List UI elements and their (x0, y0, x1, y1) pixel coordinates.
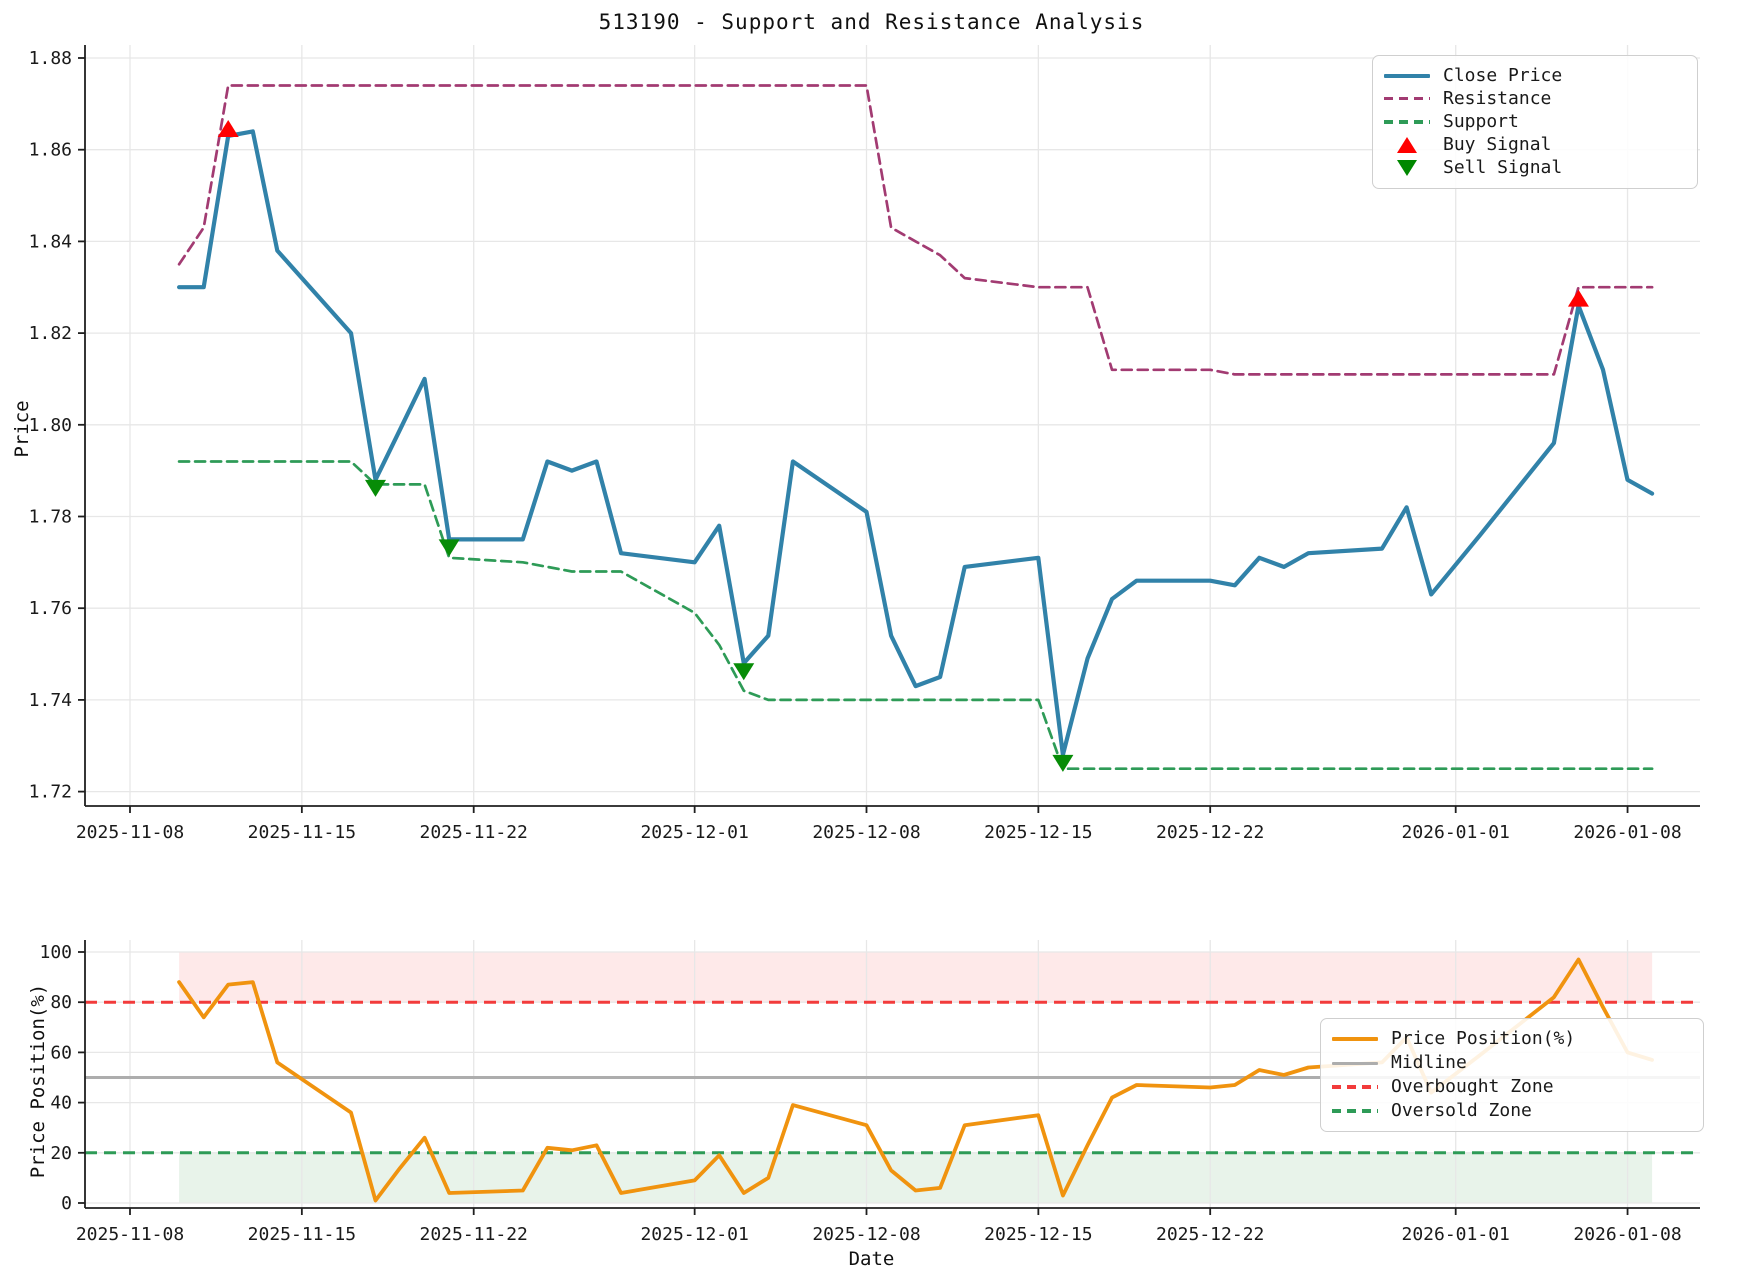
legend-label: Overbought Zone (1391, 1076, 1554, 1097)
position-axis-label: Price Position(%) (27, 983, 49, 1179)
close-price-line-icon (1383, 68, 1431, 84)
x-tick-label: 2025-12-08 (812, 822, 920, 843)
price-chart-legend: Close Price Resistance Support Buy Signa… (1372, 55, 1698, 189)
y-tick-label: 1.88 (29, 48, 72, 69)
x-tick-label: 2025-11-15 (248, 822, 356, 843)
position-chart-legend: Price Position(%) Midline Overbought Zon… (1320, 1018, 1704, 1132)
legend-item-buy-signal: Buy Signal (1383, 136, 1683, 154)
resistance-line-icon (1383, 91, 1431, 107)
legend-label: Oversold Zone (1391, 1100, 1532, 1121)
x-tick-label: 2025-11-15 (248, 1224, 356, 1245)
legend-item-midline: Midline (1331, 1054, 1689, 1072)
x-tick-label: 2026-01-08 (1573, 822, 1681, 843)
legend-item-oversold: Oversold Zone (1331, 1102, 1689, 1120)
y-tick-label: 1.84 (29, 231, 72, 252)
y-tick-label: 1.86 (29, 140, 72, 161)
sell-signal-marker (733, 663, 755, 681)
legend-item-sell-signal: Sell Signal (1383, 159, 1683, 177)
x-tick-label: 2025-12-01 (640, 822, 748, 843)
position-chart-axes: 0 20 40 60 80 100 2025-11-08 2025-11-15 2025-11-… (39, 940, 1700, 1245)
x-tick-label: 2026-01-08 (1573, 1224, 1681, 1245)
buy-signal-marker (1567, 289, 1589, 307)
resistance-line (177, 84, 1654, 376)
price-axis-label: Price (11, 400, 33, 458)
x-tick-label: 2025-12-01 (640, 1224, 748, 1245)
oversold-zone (179, 1152, 1653, 1203)
legend-label: Resistance (1443, 87, 1552, 109)
legend-label: Buy Signal (1443, 134, 1552, 156)
x-tick-label: 2025-11-22 (420, 822, 528, 843)
y-tick-label: 1.74 (29, 690, 72, 711)
y-tick-label: 80 (50, 992, 72, 1013)
x-tick-label: 2025-11-08 (76, 1224, 184, 1245)
legend-item-support: Support (1383, 110, 1683, 132)
y-tick-label: 0 (61, 1193, 72, 1214)
y-tick-label: 1.82 (29, 323, 72, 344)
x-tick-label: 2026-01-01 (1402, 822, 1510, 843)
x-tick-label: 2026-01-01 (1402, 1224, 1510, 1245)
buy-triangle-icon (1383, 137, 1431, 154)
price-chart-axes: 1.72 1.74 1.76 1.78 1.80 1.82 1.84 1.86 1.88 2025… (29, 45, 1700, 843)
y-tick-label: 1.76 (29, 598, 72, 619)
legend-item-overbought: Overbought Zone (1331, 1078, 1689, 1096)
y-tick-label: 100 (39, 942, 72, 963)
close-price-line (177, 129, 1655, 758)
sell-signal-marker (438, 539, 460, 557)
y-tick-label: 40 (50, 1093, 72, 1114)
x-tick-label: 2025-11-22 (420, 1224, 528, 1245)
y-tick-label: 1.80 (29, 415, 72, 436)
legend-label: Support (1443, 110, 1519, 132)
date-axis-label: Date (848, 1248, 895, 1270)
zones (179, 952, 1653, 1203)
y-tick-label: 20 (50, 1143, 72, 1164)
x-tick-label: 2025-12-15 (984, 822, 1092, 843)
support-line (177, 460, 1654, 771)
support-line-icon (1383, 114, 1431, 130)
x-tick-label: 2025-12-08 (812, 1224, 920, 1245)
overbought-line-icon (1331, 1079, 1379, 1095)
legend-item-close-price: Close Price (1383, 64, 1683, 86)
overbought-zone (179, 952, 1653, 1003)
x-tick-label: 2025-11-08 (76, 822, 184, 843)
legend-label: Midline (1391, 1052, 1467, 1073)
midline-icon (1331, 1055, 1379, 1071)
y-tick-label: 60 (50, 1042, 72, 1063)
y-tick-label: 1.78 (29, 507, 72, 528)
x-tick-label: 2025-12-22 (1156, 1224, 1264, 1245)
legend-item-price-position: Price Position(%) (1331, 1030, 1689, 1048)
support-polyline (177, 460, 1654, 771)
legend-label: Close Price (1443, 64, 1563, 86)
sell-signal-marker (1052, 754, 1074, 772)
resistance-polyline (177, 84, 1654, 376)
legend-item-resistance: Resistance (1383, 87, 1683, 109)
close-price-polyline (177, 129, 1655, 758)
signal-markers (217, 119, 1589, 772)
legend-label: Sell Signal (1443, 157, 1563, 179)
x-tick-label: 2025-12-15 (984, 1224, 1092, 1245)
position-line-icon (1331, 1031, 1379, 1047)
buy-signal-marker (217, 119, 239, 137)
sell-triangle-icon (1383, 160, 1431, 177)
legend-label: Price Position(%) (1391, 1028, 1576, 1049)
chart-title: 513190 - Support and Resistance Analysis (598, 10, 1145, 34)
oversold-line-icon (1331, 1103, 1379, 1119)
sell-signal-marker (365, 479, 386, 497)
y-tick-label: 1.72 (29, 782, 72, 803)
x-tick-label: 2025-12-22 (1156, 822, 1264, 843)
